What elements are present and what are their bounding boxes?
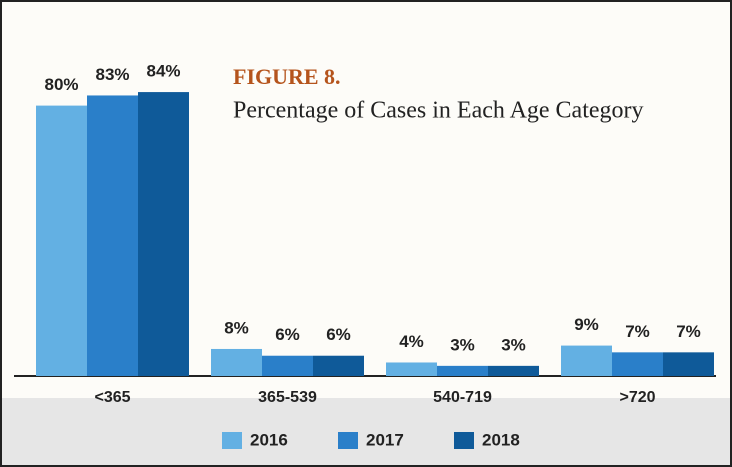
x-tick-label: 365-539 [258, 389, 317, 406]
data-label: 7% [676, 322, 701, 341]
x-tick-label: 540-719 [433, 389, 492, 406]
bar [36, 105, 87, 376]
legend-label: 2017 [366, 430, 404, 449]
data-label: 6% [326, 325, 351, 344]
bar [612, 352, 663, 376]
data-label: 4% [399, 332, 424, 351]
bar [262, 355, 313, 376]
data-label: 84% [146, 62, 180, 81]
data-label: 6% [275, 325, 300, 344]
legend-swatch [222, 432, 242, 449]
data-label: 7% [625, 322, 650, 341]
bar [138, 92, 189, 376]
bar [313, 355, 364, 376]
legend-band [2, 398, 730, 465]
chart-title: FIGURE 8. [233, 64, 341, 89]
data-label: 83% [95, 65, 129, 84]
data-label: 3% [501, 335, 526, 354]
x-tick-label: <365 [94, 389, 130, 406]
bar [663, 352, 714, 376]
x-tick-label: >720 [619, 389, 655, 406]
legend-swatch [454, 432, 474, 449]
bar [488, 365, 539, 376]
chart-subtitle: Percentage of Cases in Each Age Category [233, 98, 644, 124]
legend-swatch [338, 432, 358, 449]
bar [437, 365, 488, 376]
bar [211, 348, 262, 376]
data-label: 9% [574, 315, 599, 334]
data-label: 80% [44, 75, 78, 94]
bar [386, 362, 437, 376]
data-label: 3% [450, 335, 475, 354]
bar [87, 95, 138, 377]
legend-label: 2016 [250, 430, 288, 449]
bar [561, 345, 612, 376]
data-label: 8% [224, 318, 249, 337]
legend-label: 2018 [482, 430, 520, 449]
